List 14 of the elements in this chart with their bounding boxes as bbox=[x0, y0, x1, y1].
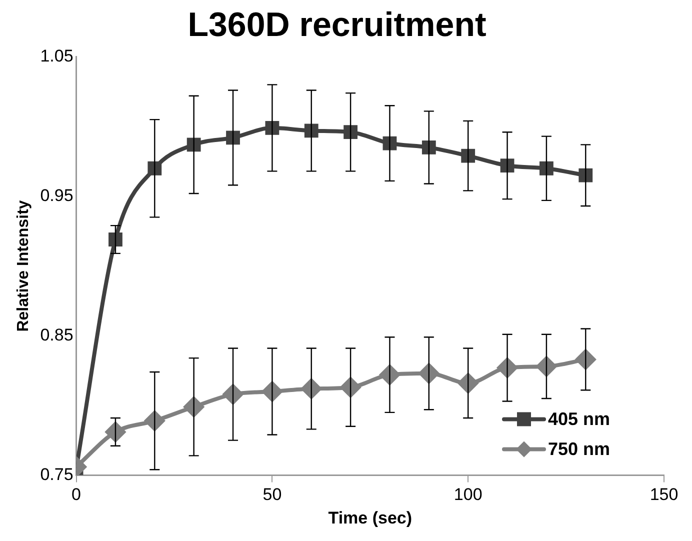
chart-title: L360D recruitment bbox=[188, 6, 486, 44]
y-tick-label: 0.95 bbox=[40, 186, 74, 205]
y-tick-label: 0.85 bbox=[40, 325, 74, 344]
x-axis-title: Time (sec) bbox=[328, 508, 412, 528]
x-tick-label: 0 bbox=[72, 485, 82, 504]
x-tick-label: 50 bbox=[262, 485, 282, 504]
x-tick-label: 100 bbox=[454, 485, 482, 504]
y-tick-label: 0.75 bbox=[40, 464, 74, 484]
x-tick-label: 150 bbox=[650, 485, 678, 504]
legend-label: 750 nm bbox=[548, 439, 610, 460]
y-tick-label: 1.05 bbox=[40, 46, 74, 66]
legend-label: 405 nm bbox=[548, 409, 610, 430]
y-axis-title: Relative Intensity bbox=[15, 200, 32, 332]
point bbox=[304, 124, 318, 138]
